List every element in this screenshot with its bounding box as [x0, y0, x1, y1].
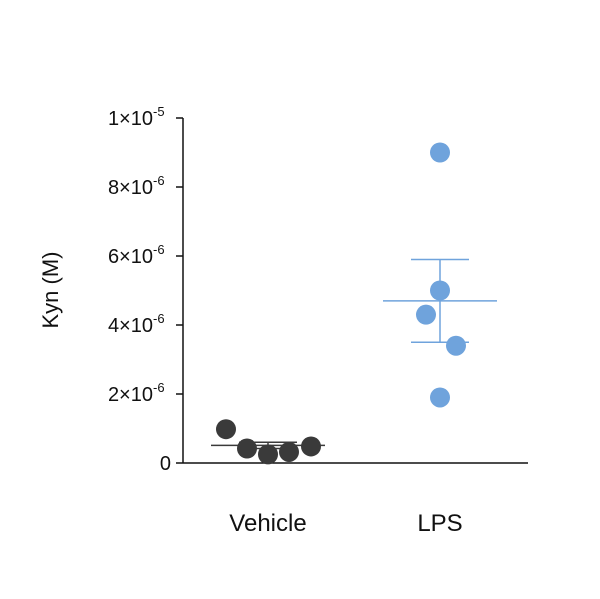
y-tick-exponent: -6: [153, 380, 165, 395]
data-point: [279, 441, 299, 462]
y-tick-exponent: -6: [153, 242, 165, 257]
data-point: [430, 280, 450, 301]
data-point: [216, 419, 236, 440]
x-category-label: LPS: [417, 510, 462, 537]
data-point: [446, 335, 466, 356]
y-tick-label: 1×10: [108, 108, 153, 130]
y-tick-label: 0: [160, 453, 171, 475]
y-axis-label: Kyn (M): [38, 252, 63, 329]
y-tick-exponent: -5: [153, 104, 165, 119]
data-point: [237, 438, 257, 459]
y-tick-exponent: -6: [153, 173, 165, 188]
data-point: [258, 444, 278, 465]
y-tick-label: 4×10: [108, 315, 153, 337]
data-point: [416, 304, 436, 325]
y-tick-label: 6×10: [108, 246, 153, 268]
data-point: [430, 387, 450, 408]
y-tick-label: 8×10: [108, 177, 153, 199]
y-tick-exponent: -6: [153, 311, 165, 326]
data-point: [301, 436, 321, 457]
y-tick-label: 2×10: [108, 384, 153, 406]
x-category-label: Vehicle: [229, 510, 306, 537]
data-point: [430, 142, 450, 163]
